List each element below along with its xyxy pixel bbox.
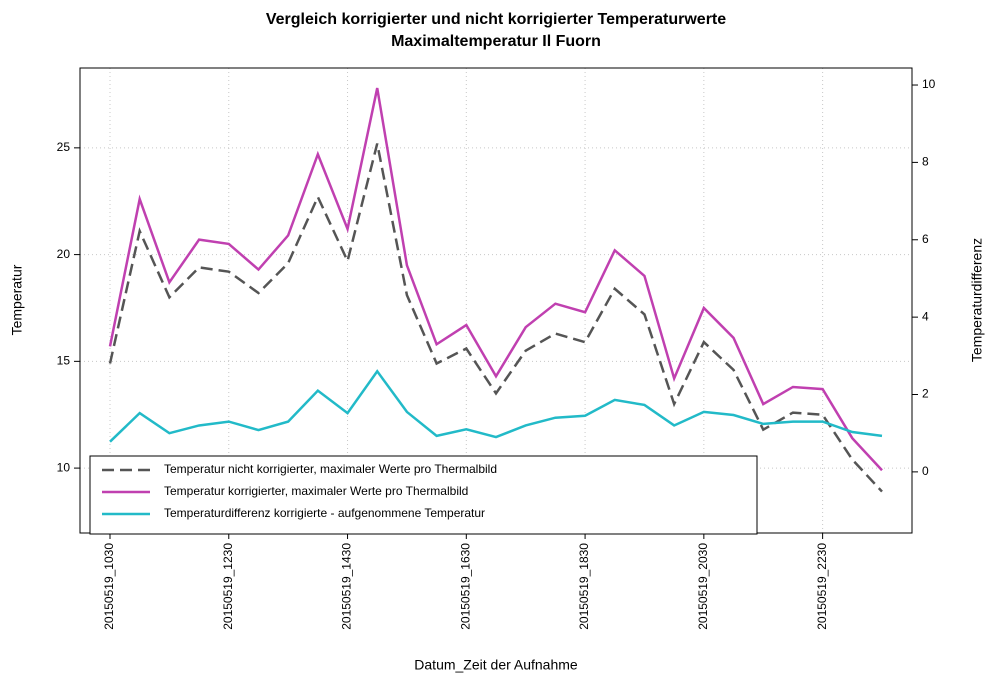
y-tick-label: 15 <box>57 354 71 368</box>
series-line <box>108 87 883 472</box>
series-line <box>109 369 883 443</box>
x-tick-label: 20150519_1830 <box>577 543 591 630</box>
legend-box <box>89 455 758 535</box>
y2-tick-label: 8 <box>922 155 929 169</box>
y2-tick-label: 10 <box>922 77 936 91</box>
x-tick-label: 20150519_1430 <box>340 543 354 630</box>
chart-subtitle: Maximaltemperatur Il Fuorn <box>391 33 601 50</box>
x-tick-label: 20150519_1230 <box>221 543 235 630</box>
chart-title: Vergleich korrigierter und nicht korrigi… <box>266 11 726 28</box>
y-axis-title: Temperatur <box>9 264 25 335</box>
y2-tick-label: 4 <box>922 309 929 323</box>
legend-label: Temperatur nicht korrigierter, maximaler… <box>164 462 497 476</box>
y2-axis-title: Temperaturdifferenz <box>969 238 985 362</box>
y-tick-label: 10 <box>57 460 71 474</box>
y2-tick-label: 2 <box>922 387 929 401</box>
legend-label: Temperaturdifferenz korrigierte - aufgen… <box>164 506 485 520</box>
y-tick-label: 25 <box>57 140 71 154</box>
x-axis-title: Datum_Zeit der Aufnahme <box>414 657 578 673</box>
x-tick-label: 20150519_2230 <box>815 543 829 630</box>
y2-tick-label: 0 <box>922 464 929 478</box>
x-tick-label: 20150519_2030 <box>696 543 710 630</box>
y2-tick-label: 6 <box>922 232 929 246</box>
y-tick-label: 20 <box>57 247 71 261</box>
legend-label: Temperatur korrigierter, maximaler Werte… <box>164 484 468 498</box>
x-tick-label: 20150519_1630 <box>458 543 472 630</box>
series-line <box>108 143 883 493</box>
x-tick-label: 20150519_1030 <box>102 543 116 630</box>
